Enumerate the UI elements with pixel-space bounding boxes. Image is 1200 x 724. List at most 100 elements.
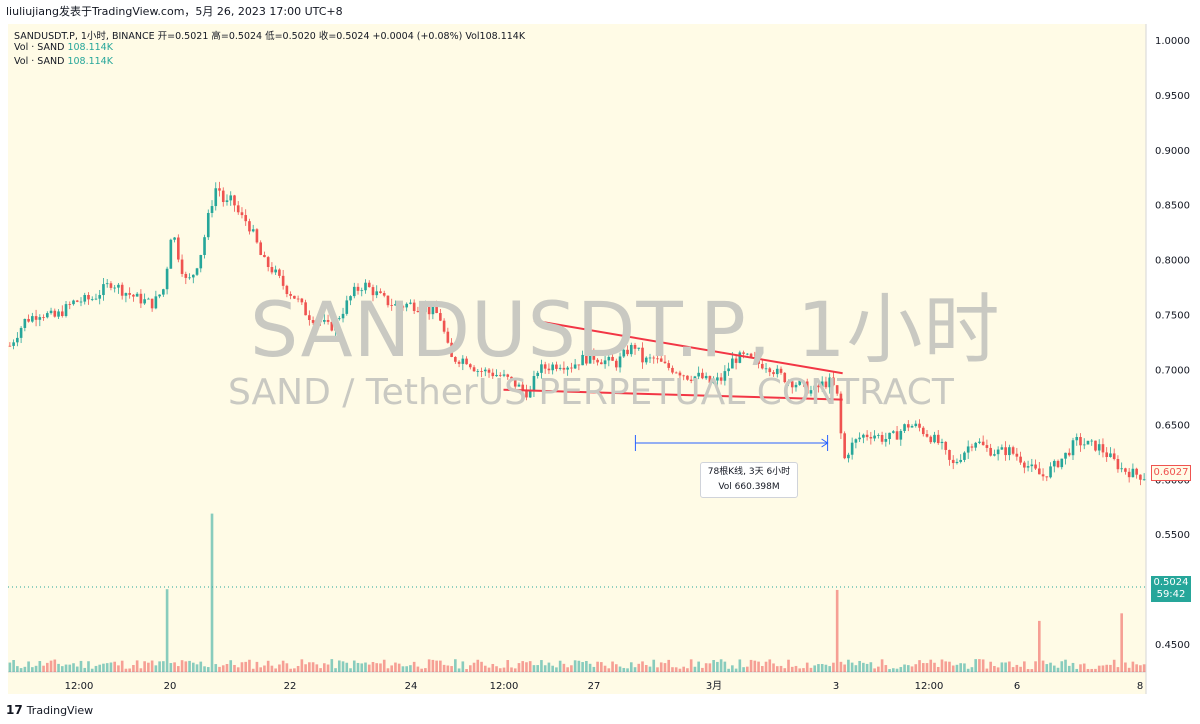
candle-body [959,459,963,462]
volume-bar [128,668,131,672]
volume-bar [210,513,214,672]
volume-bar [139,668,143,672]
candle-body [109,283,113,288]
volume-bar [476,659,480,672]
candle-body [525,389,528,398]
volume-bar [382,659,386,672]
candle-body [873,435,876,439]
candle-body [1082,444,1086,446]
tradingview-logo[interactable]: 17 TradingView [6,703,93,717]
volume-bar [978,659,981,672]
volume-bar [989,661,992,672]
candle-body [746,353,749,355]
candle-body [779,368,783,373]
candle-body [263,254,266,258]
candle-body [1026,466,1030,468]
candle-body [513,378,517,387]
volume-bar [45,662,49,672]
volume-legend-1[interactable]: Vol · SAND 108.114K [14,42,113,53]
candle-body [1142,479,1146,481]
candle-body [603,360,607,365]
candle-body [188,277,191,279]
volume-bar [64,664,68,672]
candle-body [1135,468,1138,475]
volume-bar [1052,665,1056,672]
candle-body [626,349,629,355]
volume-bar [562,663,566,672]
candle-body [562,367,566,370]
volume-bar [113,661,116,672]
candle-body [510,376,513,379]
volume-bar [652,659,656,672]
candle-body [760,363,764,369]
volume-bar [1023,661,1026,672]
volume-bar [1056,667,1060,672]
volume-bar [75,666,79,672]
candle-body [888,432,891,439]
candle-body [581,354,584,366]
volume-bar [1101,665,1105,672]
volume-bar [53,659,57,672]
candle-body [1008,447,1011,456]
volume-bar [716,661,719,672]
candle-body [38,317,42,320]
candle-body [300,298,304,303]
candle-body [251,229,255,232]
volume-bar [16,666,19,672]
volume-bar [240,662,244,672]
volume-bar [454,659,457,672]
candle-body [877,435,880,436]
volume-bar [465,669,468,672]
volume-bar [637,663,641,672]
volume-bar [72,663,75,672]
candle-body [1109,453,1112,458]
volume-bar [532,665,536,672]
volume-bar [124,668,128,672]
volume-bar [723,661,727,672]
candle-body [49,310,53,314]
volume-bar [817,664,820,672]
candle-body [862,434,865,438]
candle-body [847,454,850,459]
volume-bar [442,664,446,672]
candle-body [278,269,281,276]
volume-bar [940,659,944,672]
volume-bar [386,668,390,672]
volume-bar [117,665,120,672]
candle-body [1060,458,1064,468]
volume-bar [588,663,592,672]
ohlc-legend[interactable]: SANDUSDT.P, 1小时, BINANCE 开=0.5021 高=0.50… [14,28,525,42]
volume-bar [884,665,888,672]
volume-bar [790,666,794,672]
volume-bar [862,662,865,672]
candle-body [892,431,895,433]
candle-body [600,362,603,365]
volume-legend-2[interactable]: Vol · SAND 108.114K [14,56,113,67]
candle-body [218,188,221,191]
candle-body [1075,437,1079,441]
volume-bar [405,666,408,672]
volume-bar [1008,661,1011,672]
candle-body [1019,456,1022,463]
candle-body [120,284,124,296]
candle-body [798,380,802,385]
volume-bar [936,666,940,672]
candle-body [906,424,910,428]
candle-body [585,354,588,364]
candle-body [629,344,633,355]
volume-bar [835,589,839,672]
candle-body [386,295,390,306]
volume-bar [330,659,334,672]
candle-body [551,364,554,371]
volume-bar [1004,662,1007,672]
volume-bar [184,661,188,672]
current-price-label: 0.5024 59:42 [1151,576,1191,602]
volume-bar [79,660,83,672]
candle-body [734,358,738,363]
volume-bar [259,667,262,672]
candle-body [802,380,805,382]
candle-body [528,390,532,398]
candle-body [659,358,663,362]
volume-bar [345,662,349,672]
